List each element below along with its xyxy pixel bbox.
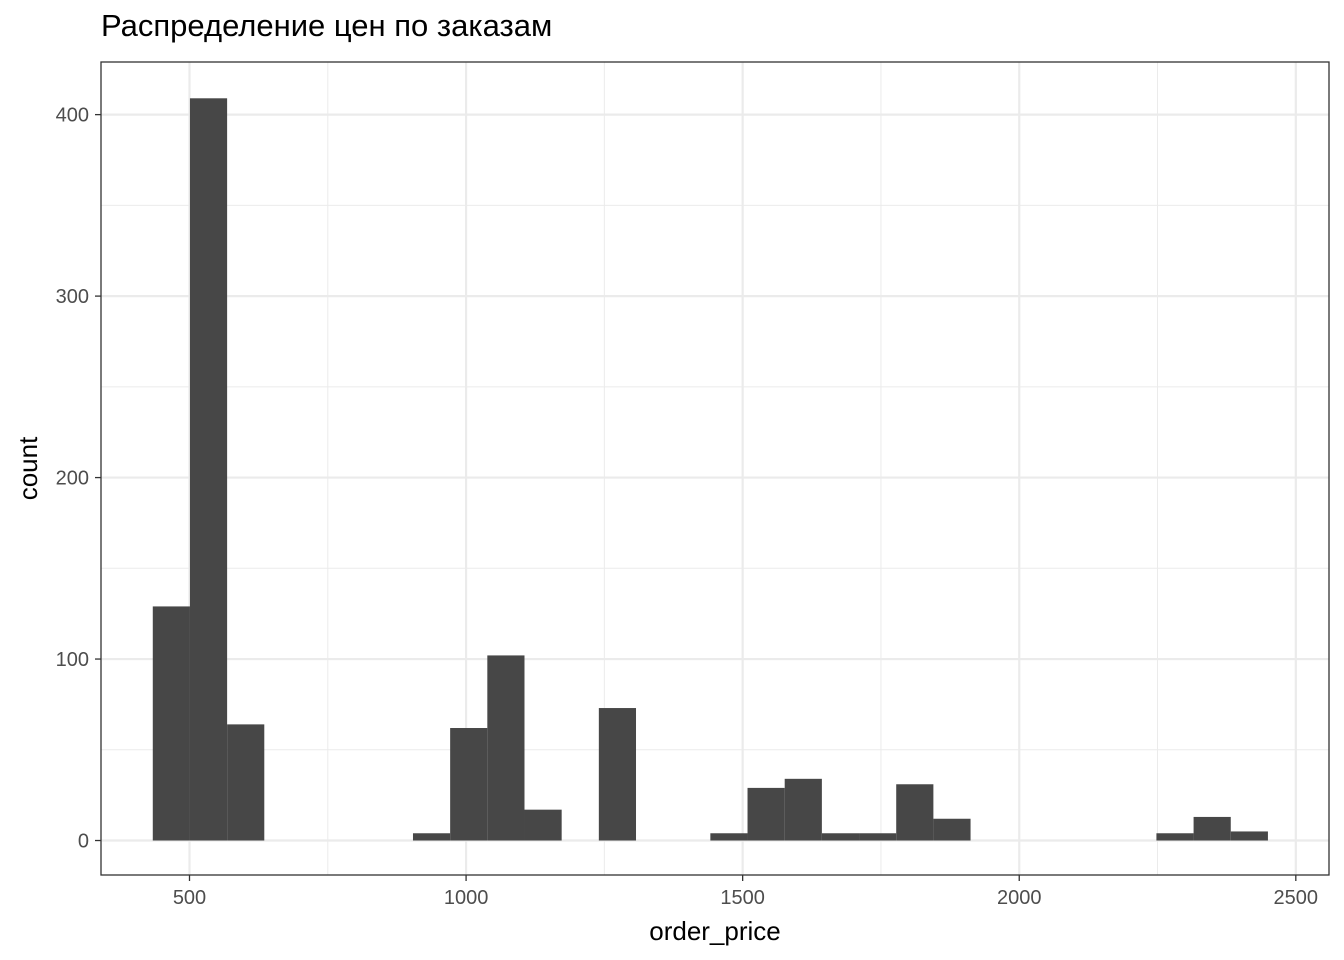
x-tick-label: 500 [173, 887, 206, 909]
histogram-bar [227, 724, 265, 841]
chart-title: Распределение цен по заказам [101, 8, 553, 43]
histogram-bar [524, 809, 562, 841]
histogram-bar [598, 708, 637, 841]
plot-panel-border [100, 61, 1330, 876]
histogram-bar [487, 655, 525, 841]
x-tick-label: 2000 [997, 887, 1042, 909]
histogram-bar [189, 98, 228, 841]
histogram-bar [1230, 831, 1268, 841]
histogram-bar [1193, 816, 1231, 841]
x-tick-label: 2500 [1274, 887, 1319, 909]
histogram-bar [933, 818, 971, 841]
x-tick-label: 1000 [444, 887, 489, 909]
x-axis-title: order_price [649, 916, 781, 946]
y-tick-label: 200 [56, 468, 89, 490]
histogram-bar [1156, 833, 1194, 841]
y-tick-label: 300 [56, 286, 89, 308]
y-axis-title: count [13, 436, 43, 500]
y-tick-label: 0 [78, 831, 89, 853]
histogram-bar [859, 833, 897, 841]
histogram-bar [152, 606, 190, 841]
histogram-bar [821, 833, 860, 841]
histogram-bar [896, 784, 934, 841]
histogram-bar [412, 833, 451, 841]
y-tick-label: 400 [56, 105, 89, 127]
histogram-bar [450, 728, 488, 841]
y-tick-label: 100 [56, 649, 89, 671]
plot-panel [101, 62, 1329, 875]
x-tick-label: 1500 [720, 887, 765, 909]
histogram-bar [710, 833, 748, 841]
histogram-bar [784, 778, 822, 841]
histogram-bar [747, 787, 785, 841]
